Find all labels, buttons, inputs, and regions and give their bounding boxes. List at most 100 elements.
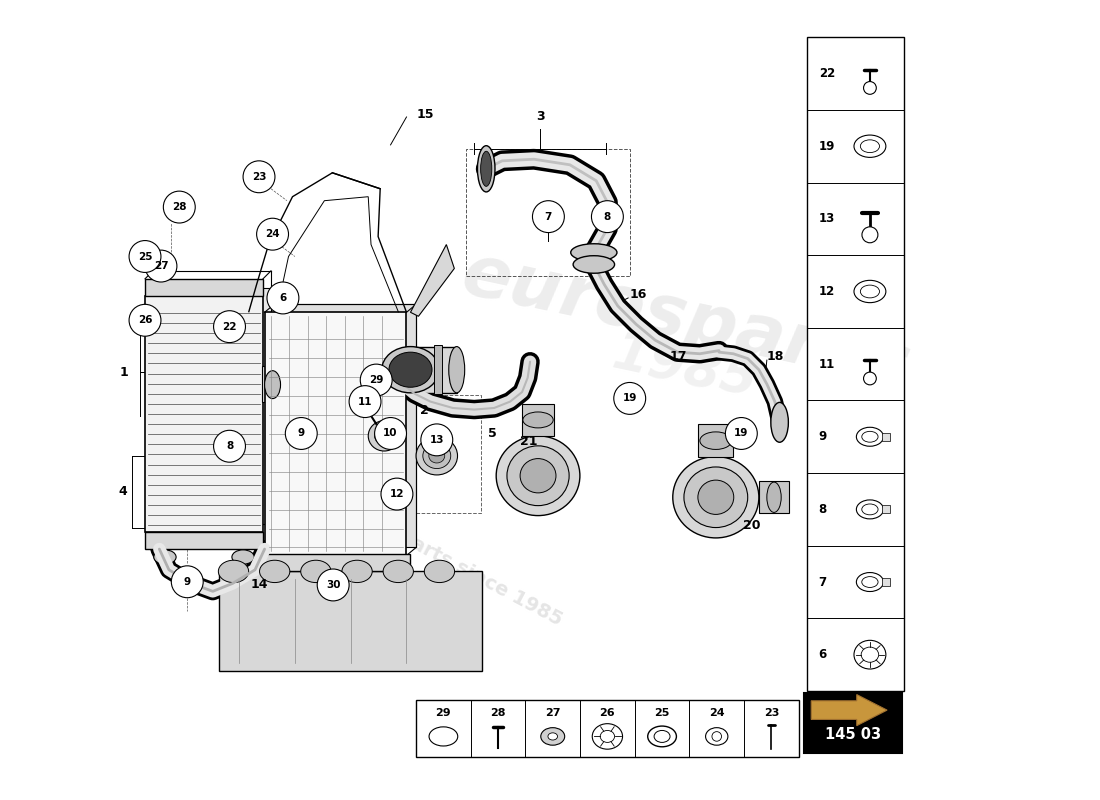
Circle shape [129,241,161,273]
Circle shape [317,569,349,601]
Text: 21: 21 [519,435,537,448]
Ellipse shape [496,436,580,515]
Ellipse shape [260,560,289,582]
Ellipse shape [429,449,444,463]
Ellipse shape [232,550,254,564]
Ellipse shape [861,647,879,662]
Circle shape [375,418,407,450]
Ellipse shape [861,431,878,442]
FancyBboxPatch shape [882,506,890,514]
Text: 30: 30 [326,580,340,590]
Text: 14: 14 [251,578,267,591]
Ellipse shape [382,346,439,393]
Ellipse shape [548,733,558,740]
Circle shape [256,218,288,250]
Text: 12: 12 [818,285,835,298]
Text: 25: 25 [138,251,152,262]
Ellipse shape [771,402,789,442]
Text: 25: 25 [654,708,670,718]
Ellipse shape [154,550,176,564]
Text: 6: 6 [818,648,827,661]
Text: 10: 10 [383,429,398,438]
Polygon shape [410,245,454,316]
Circle shape [712,732,722,742]
FancyBboxPatch shape [882,433,890,441]
Ellipse shape [767,482,781,513]
Ellipse shape [449,346,464,393]
Circle shape [592,201,624,233]
Ellipse shape [860,140,880,153]
Ellipse shape [684,467,748,527]
Text: 28: 28 [491,708,506,718]
Text: 23: 23 [252,172,266,182]
Text: 23: 23 [763,708,779,718]
Polygon shape [811,694,887,726]
Ellipse shape [389,352,432,387]
Circle shape [381,478,412,510]
Ellipse shape [860,285,880,298]
Text: 13: 13 [818,212,835,226]
Text: 9: 9 [818,430,827,443]
Text: 22: 22 [818,67,835,80]
Ellipse shape [673,457,759,538]
Ellipse shape [861,504,878,515]
Ellipse shape [697,480,734,514]
Text: 5: 5 [487,427,496,440]
FancyBboxPatch shape [145,531,263,549]
Text: 2: 2 [420,404,428,417]
FancyBboxPatch shape [434,345,442,394]
FancyBboxPatch shape [416,700,799,757]
Ellipse shape [368,421,400,451]
Circle shape [421,424,453,456]
Text: 4: 4 [119,485,128,498]
FancyBboxPatch shape [219,571,482,671]
FancyBboxPatch shape [882,578,890,586]
Text: 22: 22 [222,322,236,332]
Circle shape [145,250,177,282]
Circle shape [532,201,564,233]
FancyBboxPatch shape [698,424,734,458]
Ellipse shape [648,726,676,746]
Ellipse shape [573,256,615,274]
Circle shape [172,566,204,598]
Text: 29: 29 [436,708,451,718]
Text: a passion for parts since 1985: a passion for parts since 1985 [264,458,565,630]
Ellipse shape [601,730,615,742]
Circle shape [862,227,878,242]
Text: 12: 12 [389,489,404,499]
Ellipse shape [700,432,732,450]
Text: 8: 8 [818,503,827,516]
Ellipse shape [854,135,886,158]
Ellipse shape [507,446,569,506]
Text: 7: 7 [544,212,552,222]
Ellipse shape [422,443,451,469]
Text: 9: 9 [184,577,190,586]
FancyBboxPatch shape [261,554,410,571]
Ellipse shape [477,146,495,192]
Ellipse shape [520,458,556,493]
Ellipse shape [592,724,623,749]
Ellipse shape [481,151,492,186]
Text: 9: 9 [298,429,305,438]
Circle shape [864,82,877,94]
Ellipse shape [375,427,394,445]
Text: 145 03: 145 03 [825,726,881,742]
Text: 20: 20 [742,519,760,533]
Circle shape [267,282,299,314]
Ellipse shape [429,727,458,746]
Ellipse shape [857,573,883,591]
FancyBboxPatch shape [274,304,416,547]
Text: 6: 6 [279,293,287,303]
Ellipse shape [342,560,372,582]
FancyBboxPatch shape [804,694,902,753]
Text: 8: 8 [604,212,611,222]
Circle shape [243,161,275,193]
Ellipse shape [383,560,414,582]
Text: 17: 17 [670,350,688,362]
Text: 8: 8 [226,442,233,451]
Text: 11: 11 [358,397,372,406]
Ellipse shape [541,728,564,745]
Text: 19: 19 [623,394,637,403]
Text: 28: 28 [172,202,187,212]
Text: 13: 13 [429,435,444,445]
